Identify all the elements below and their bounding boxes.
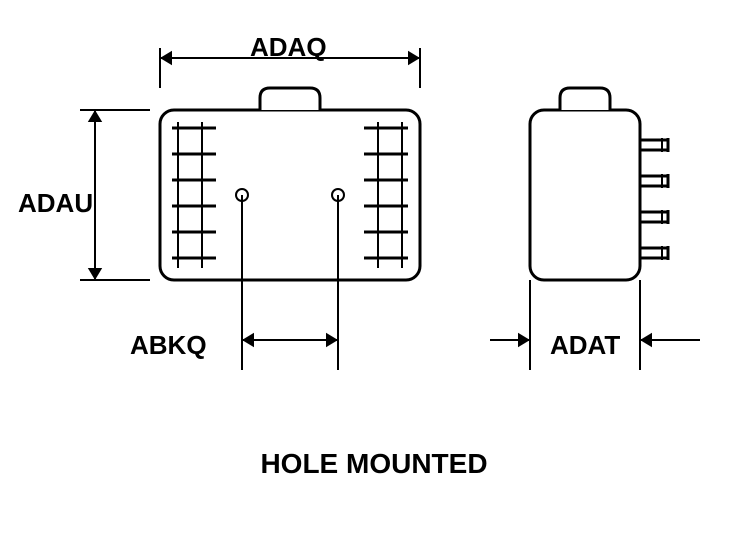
dim-label-adau: ADAU <box>18 188 93 219</box>
diagram-container: HOLE MOUNTED ADAQ ADAU ABKQ ADAT <box>0 0 748 540</box>
dim-label-abkq: ABKQ <box>130 330 207 361</box>
dim-label-adat: ADAT <box>550 330 620 361</box>
dim-label-adaq: ADAQ <box>250 32 327 63</box>
diagram-title: HOLE MOUNTED <box>260 448 487 480</box>
